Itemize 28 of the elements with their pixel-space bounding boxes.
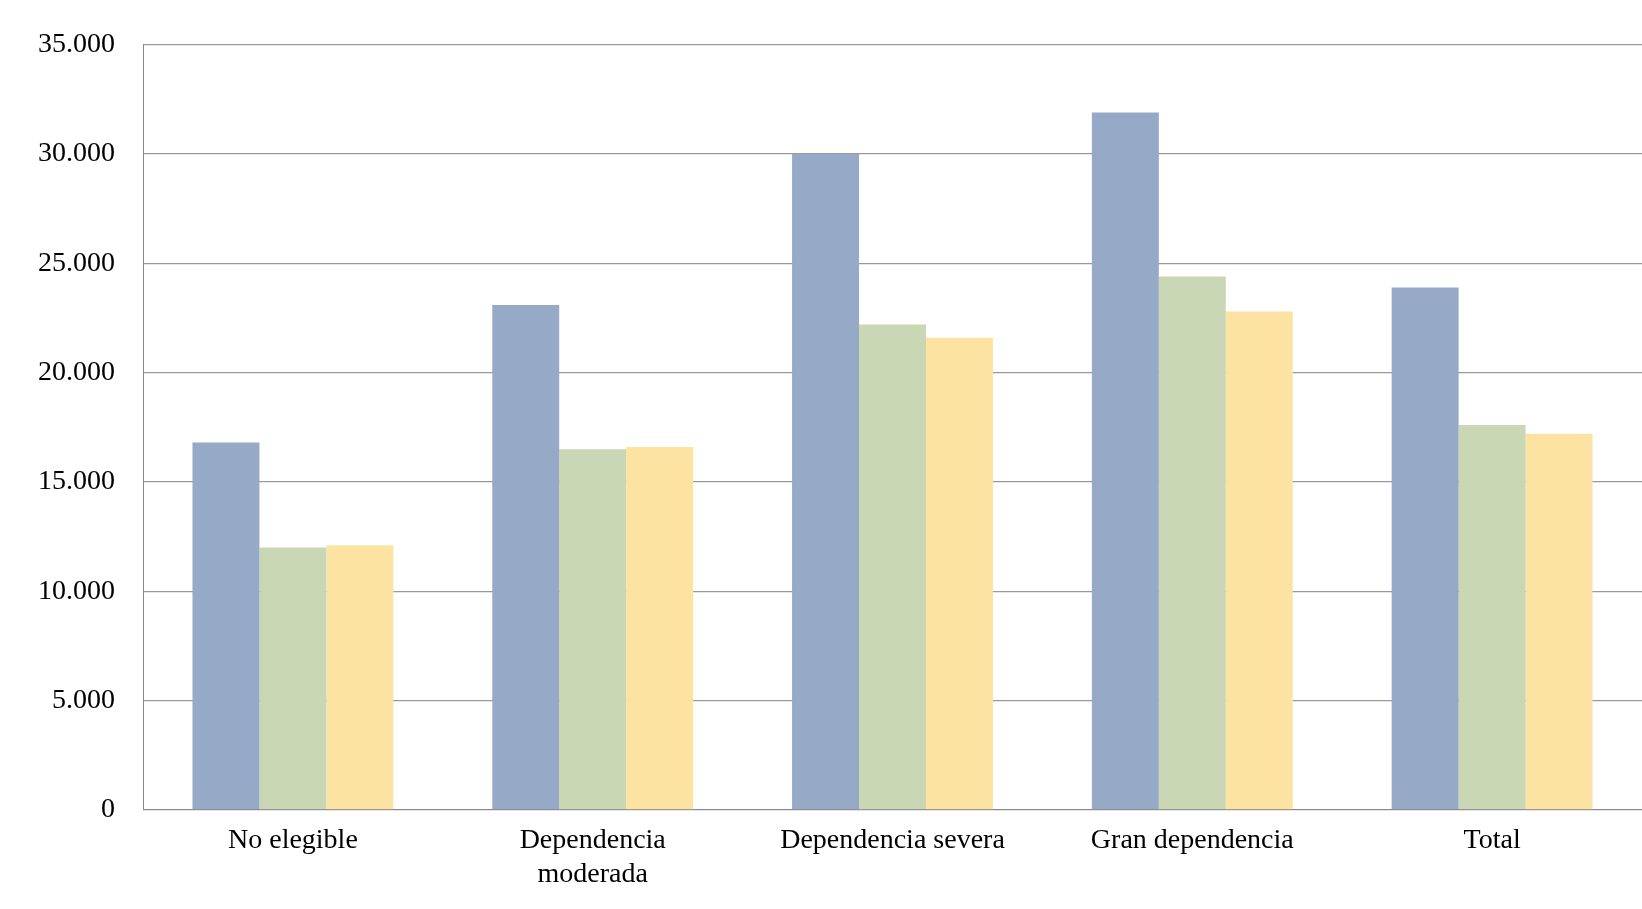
y-tick-label: 25.000 [38,245,115,277]
bar [559,449,627,810]
bar [1525,433,1593,810]
y-tick-label: 35.000 [38,27,115,59]
y-tick-label: 0 [101,792,115,824]
bar [259,547,327,810]
bar [192,442,260,810]
bar [492,304,560,810]
x-tick-label: Gran dependencia [1090,822,1295,854]
bar [626,446,694,810]
bar [792,154,860,810]
y-tick-label: 15.000 [38,464,115,496]
x-tick-label: Dependencia moderada [519,822,667,888]
bar [859,324,926,810]
bar [1391,287,1459,810]
bar [1091,112,1159,810]
y-tick-label: 20.000 [38,355,115,387]
x-tick-label: Dependencia severa [780,822,1006,854]
bar [1225,311,1293,810]
y-tick-label: 5.000 [52,682,115,714]
bar [1158,276,1226,810]
y-tick-label: 30.000 [38,136,115,168]
x-tick-label: Total [1463,822,1521,854]
bar [326,545,394,810]
x-tick-label: No elegible [227,822,358,854]
bar [925,337,993,810]
bar [1458,425,1526,810]
y-tick-label: 10.000 [38,573,115,605]
